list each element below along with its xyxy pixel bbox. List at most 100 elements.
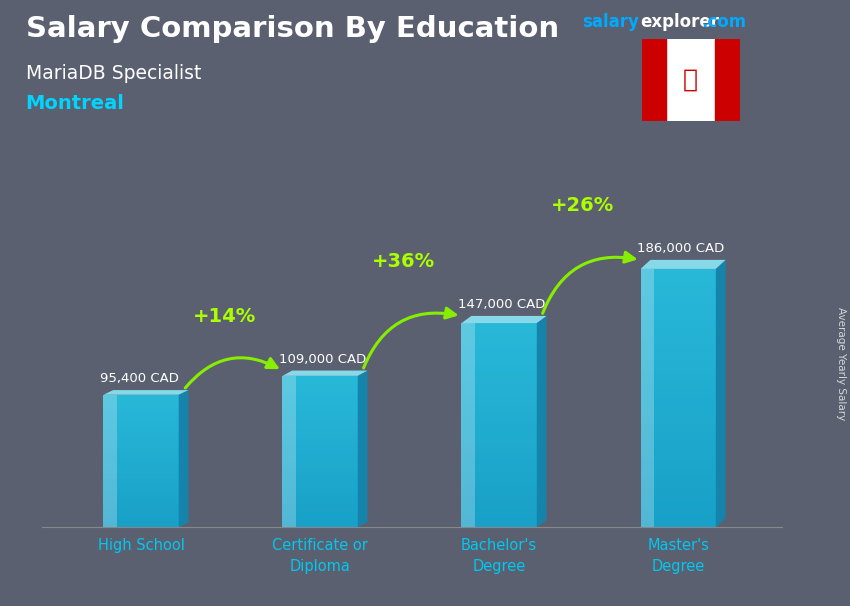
Bar bbox=[282, 459, 358, 462]
Text: MariaDB Specialist: MariaDB Specialist bbox=[26, 64, 201, 82]
Bar bbox=[462, 344, 536, 347]
Bar bbox=[282, 444, 358, 447]
Bar bbox=[641, 299, 716, 304]
Bar bbox=[104, 444, 178, 445]
Bar bbox=[462, 500, 536, 504]
Bar bbox=[641, 505, 716, 510]
Bar bbox=[462, 521, 536, 524]
Bar bbox=[641, 467, 716, 471]
Bar bbox=[282, 449, 358, 451]
Bar bbox=[462, 452, 536, 456]
Bar bbox=[282, 393, 358, 396]
Bar bbox=[462, 323, 475, 527]
Bar bbox=[462, 517, 536, 521]
Bar bbox=[641, 321, 716, 325]
Bar bbox=[641, 523, 716, 527]
Bar bbox=[104, 448, 178, 450]
Bar bbox=[282, 447, 358, 449]
Bar bbox=[104, 505, 178, 507]
Bar bbox=[104, 496, 178, 499]
Bar bbox=[282, 434, 358, 436]
Bar bbox=[104, 450, 178, 452]
Bar bbox=[104, 399, 178, 401]
Bar bbox=[282, 490, 358, 492]
Bar bbox=[462, 350, 536, 354]
Bar bbox=[462, 357, 536, 361]
Text: 95,400 CAD: 95,400 CAD bbox=[99, 372, 178, 385]
Bar bbox=[104, 417, 178, 419]
Bar bbox=[104, 492, 178, 494]
Bar bbox=[641, 364, 716, 368]
Bar bbox=[462, 473, 536, 476]
Bar bbox=[641, 462, 716, 467]
Bar bbox=[462, 374, 536, 378]
Bar bbox=[462, 408, 536, 411]
Bar bbox=[282, 414, 358, 416]
Bar bbox=[641, 441, 716, 445]
Bar bbox=[462, 333, 536, 337]
Bar bbox=[104, 425, 178, 428]
Bar bbox=[282, 404, 358, 406]
Bar bbox=[641, 394, 716, 398]
Bar bbox=[282, 436, 358, 439]
Bar bbox=[641, 402, 716, 407]
Bar bbox=[462, 425, 536, 428]
Bar bbox=[641, 338, 716, 342]
Bar bbox=[641, 351, 716, 355]
Bar bbox=[282, 525, 358, 527]
Bar bbox=[282, 391, 358, 393]
Bar bbox=[641, 308, 716, 312]
Bar bbox=[641, 368, 716, 372]
Bar bbox=[462, 354, 536, 357]
Bar bbox=[282, 479, 358, 482]
Bar bbox=[282, 494, 358, 497]
Bar bbox=[462, 483, 536, 487]
Bar bbox=[282, 522, 358, 525]
Text: +36%: +36% bbox=[371, 252, 434, 271]
Bar bbox=[104, 470, 178, 472]
Bar bbox=[282, 469, 358, 471]
Bar bbox=[104, 424, 178, 425]
Bar bbox=[104, 518, 178, 521]
Text: .com: .com bbox=[701, 13, 746, 32]
Bar bbox=[462, 367, 536, 371]
Bar bbox=[462, 323, 536, 327]
Bar bbox=[641, 484, 716, 488]
Bar bbox=[641, 269, 654, 527]
Bar bbox=[462, 439, 536, 442]
Bar bbox=[104, 494, 178, 496]
Bar bbox=[104, 430, 178, 432]
Bar bbox=[282, 499, 358, 502]
Bar bbox=[462, 432, 536, 435]
Bar bbox=[104, 408, 178, 410]
Bar bbox=[462, 514, 536, 517]
Bar bbox=[282, 464, 358, 467]
Bar bbox=[282, 429, 358, 431]
Bar bbox=[462, 487, 536, 490]
Bar bbox=[282, 451, 358, 454]
Bar bbox=[104, 472, 178, 474]
Bar bbox=[641, 424, 716, 428]
Text: explorer: explorer bbox=[640, 13, 719, 32]
Bar bbox=[104, 404, 178, 406]
Text: Average Yearly Salary: Average Yearly Salary bbox=[836, 307, 846, 420]
Text: 147,000 CAD: 147,000 CAD bbox=[458, 298, 546, 311]
Bar bbox=[282, 454, 358, 456]
Bar bbox=[641, 376, 716, 381]
Bar bbox=[462, 384, 536, 388]
Polygon shape bbox=[178, 390, 189, 527]
Bar bbox=[104, 454, 178, 456]
Bar bbox=[462, 327, 536, 330]
Bar bbox=[462, 411, 536, 415]
Bar bbox=[462, 337, 536, 340]
Bar bbox=[641, 514, 716, 519]
Bar bbox=[104, 441, 178, 444]
Bar bbox=[462, 456, 536, 459]
Bar bbox=[462, 361, 536, 364]
Bar bbox=[641, 411, 716, 415]
Bar bbox=[282, 467, 358, 469]
Bar bbox=[282, 386, 358, 388]
Bar bbox=[104, 490, 178, 492]
Bar bbox=[104, 465, 178, 468]
Bar bbox=[641, 480, 716, 484]
